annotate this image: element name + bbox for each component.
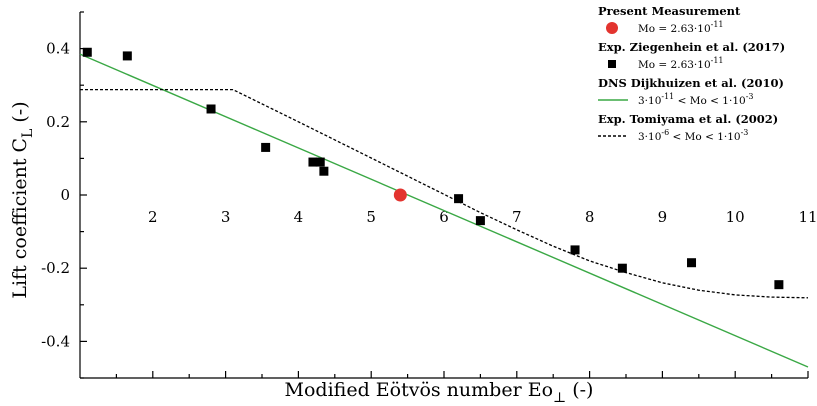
- y-tick-label: -0.2: [41, 259, 70, 277]
- x-tick-label: 4: [294, 208, 304, 226]
- x-tick-label: 3: [221, 208, 231, 226]
- series-layer: [79, 47, 809, 368]
- y-tick-label: 0.4: [46, 40, 70, 58]
- ziegenhein-data-point: [82, 47, 92, 57]
- legend-series-name: Exp. Ziegenhein et al. (2017): [598, 40, 785, 54]
- ziegenhein-data-point: [122, 51, 132, 61]
- y-axis-title-suffix: (-): [9, 101, 31, 128]
- legend-series-name: Present Measurement: [598, 4, 741, 18]
- x-tick-label: 11: [798, 208, 817, 226]
- legend-symbol-square: [608, 60, 616, 68]
- ziegenhein-data-point: [315, 157, 325, 167]
- x-tick-label: 2: [148, 208, 158, 226]
- ziegenhein-data-point: [774, 280, 784, 290]
- present-measurement-point: [393, 188, 407, 202]
- x-axis-title-main: Modified Eötvös number Eo: [285, 379, 554, 401]
- ziegenhein-data-point: [570, 245, 580, 255]
- x-axis-title-sub: ⊥: [553, 390, 566, 406]
- x-tick-label: 6: [439, 208, 449, 226]
- ziegenhein-data-point: [617, 263, 627, 273]
- ziegenhein-data-point: [319, 166, 329, 176]
- legend-series-name: DNS Dijkhuizen et al. (2010): [598, 76, 784, 90]
- y-axis-title-sub: L: [20, 129, 36, 138]
- y-tick-label: 0.2: [46, 113, 70, 131]
- ziegenhein-data-point: [308, 157, 318, 167]
- legend-series-label: 3·10-11 < Mo < 1·10-3: [638, 92, 753, 107]
- y-tick-label: -0.4: [41, 332, 70, 350]
- x-tick-label: 8: [585, 208, 595, 226]
- legend-series-name: Exp. Tomiyama et al. (2002): [598, 112, 778, 126]
- x-tick-label: 9: [658, 208, 668, 226]
- x-tick-label: 7: [512, 208, 522, 226]
- legend: Present Measurement Mo = 2.63·10-11 Exp. Z…: [598, 4, 785, 143]
- tomiyama-dotted-line: [80, 88, 809, 299]
- ziegenhein-data-point: [475, 216, 485, 226]
- y-axis-title-main: Lift coefficient C: [9, 138, 31, 299]
- legend-series-label: 3·10-6 < Mo < 1·10-3: [638, 128, 748, 143]
- ziegenhein-data-point: [687, 258, 697, 268]
- legend-series-label: Mo = 2.63·10-11: [638, 56, 724, 71]
- y-tick-label: 0: [60, 186, 70, 204]
- x-axis-title: Modified Eötvös number Eo⊥ (-): [285, 379, 594, 406]
- ziegenhein-data-point: [206, 104, 216, 114]
- ziegenhein-data-point: [261, 142, 271, 152]
- ticks-group: 2 3 4 5 6 7 8 9 10 11 -0.4 -0.2 0 0.2 0.4: [41, 11, 817, 379]
- x-tick-label: 5: [366, 208, 376, 226]
- y-axis-title: Lift coefficient CL (-): [9, 101, 36, 298]
- legend-series-label: Mo = 2.63·10-11: [638, 20, 724, 35]
- dns-dijkhuizen-line: [79, 53, 809, 368]
- legend-symbol-circle: [606, 22, 618, 34]
- x-tick-label: 10: [726, 208, 745, 226]
- ziegenhein-data-point: [454, 194, 464, 204]
- x-axis-title-suffix: (-): [566, 379, 593, 401]
